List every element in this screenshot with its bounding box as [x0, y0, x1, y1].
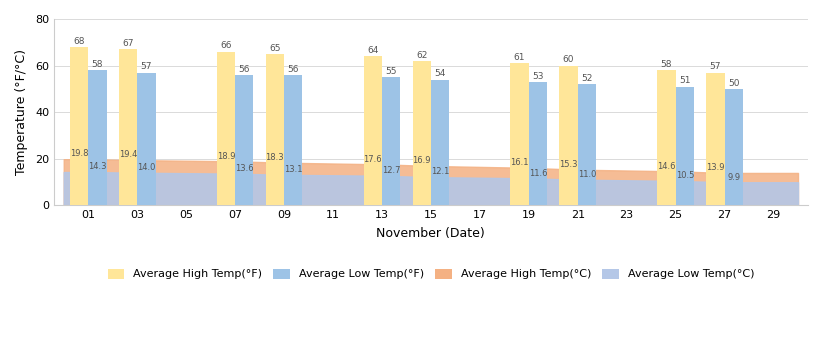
Bar: [559, 66, 578, 205]
Text: 56: 56: [238, 65, 250, 74]
Text: 53: 53: [532, 72, 544, 81]
Text: 57: 57: [140, 62, 152, 71]
Text: 18.9: 18.9: [217, 152, 235, 161]
Text: 16.9: 16.9: [413, 156, 431, 165]
Bar: [706, 72, 725, 205]
Text: 13.1: 13.1: [284, 165, 302, 174]
Text: 12.7: 12.7: [382, 166, 400, 175]
Text: 56: 56: [287, 65, 299, 74]
Text: 13.9: 13.9: [706, 163, 725, 172]
Text: 67: 67: [122, 39, 134, 48]
Text: 16.1: 16.1: [510, 158, 529, 167]
Text: 62: 62: [416, 51, 427, 60]
Bar: [235, 75, 253, 205]
Bar: [70, 47, 88, 205]
Text: 9.9: 9.9: [727, 173, 740, 182]
Text: 19.4: 19.4: [119, 151, 137, 159]
Text: 11.6: 11.6: [529, 169, 547, 178]
Bar: [725, 89, 743, 205]
Bar: [137, 72, 155, 205]
Text: 12.1: 12.1: [431, 168, 449, 176]
Text: 54: 54: [434, 70, 446, 79]
Bar: [119, 49, 137, 205]
Bar: [217, 52, 235, 205]
Bar: [88, 70, 106, 205]
Bar: [364, 56, 382, 205]
X-axis label: November (Date): November (Date): [377, 227, 486, 240]
Bar: [578, 84, 596, 205]
Text: 15.3: 15.3: [559, 160, 578, 169]
Bar: [284, 75, 302, 205]
Text: 17.6: 17.6: [364, 155, 382, 164]
Text: 10.5: 10.5: [676, 171, 694, 180]
Bar: [657, 70, 676, 205]
Text: 66: 66: [220, 41, 232, 50]
Text: 60: 60: [563, 55, 574, 64]
Bar: [431, 80, 449, 205]
Text: 51: 51: [679, 76, 691, 85]
Text: 14.0: 14.0: [137, 163, 155, 172]
Text: 13.6: 13.6: [235, 164, 253, 173]
Text: 19.8: 19.8: [70, 150, 88, 159]
Text: 14.3: 14.3: [88, 162, 106, 171]
Bar: [676, 87, 694, 205]
Text: 50: 50: [728, 79, 740, 88]
Text: 68: 68: [73, 37, 85, 46]
Text: 55: 55: [385, 67, 397, 76]
Text: 11.0: 11.0: [578, 170, 596, 179]
Text: 57: 57: [710, 62, 721, 71]
Bar: [382, 77, 400, 205]
Text: 64: 64: [367, 46, 378, 55]
Text: 58: 58: [91, 60, 103, 69]
Y-axis label: Temperature (°F/°C): Temperature (°F/°C): [15, 49, 28, 175]
Bar: [510, 63, 529, 205]
Text: 65: 65: [269, 44, 281, 53]
Text: 61: 61: [514, 53, 525, 62]
Bar: [266, 54, 284, 205]
Text: 58: 58: [661, 60, 672, 69]
Bar: [413, 61, 431, 205]
Bar: [529, 82, 547, 205]
Legend: Average High Temp(°F), Average Low Temp(°F), Average High Temp(°C), Average Low : Average High Temp(°F), Average Low Temp(…: [102, 263, 759, 285]
Text: 52: 52: [581, 74, 593, 83]
Text: 14.6: 14.6: [657, 161, 676, 171]
Text: 18.3: 18.3: [266, 153, 284, 162]
